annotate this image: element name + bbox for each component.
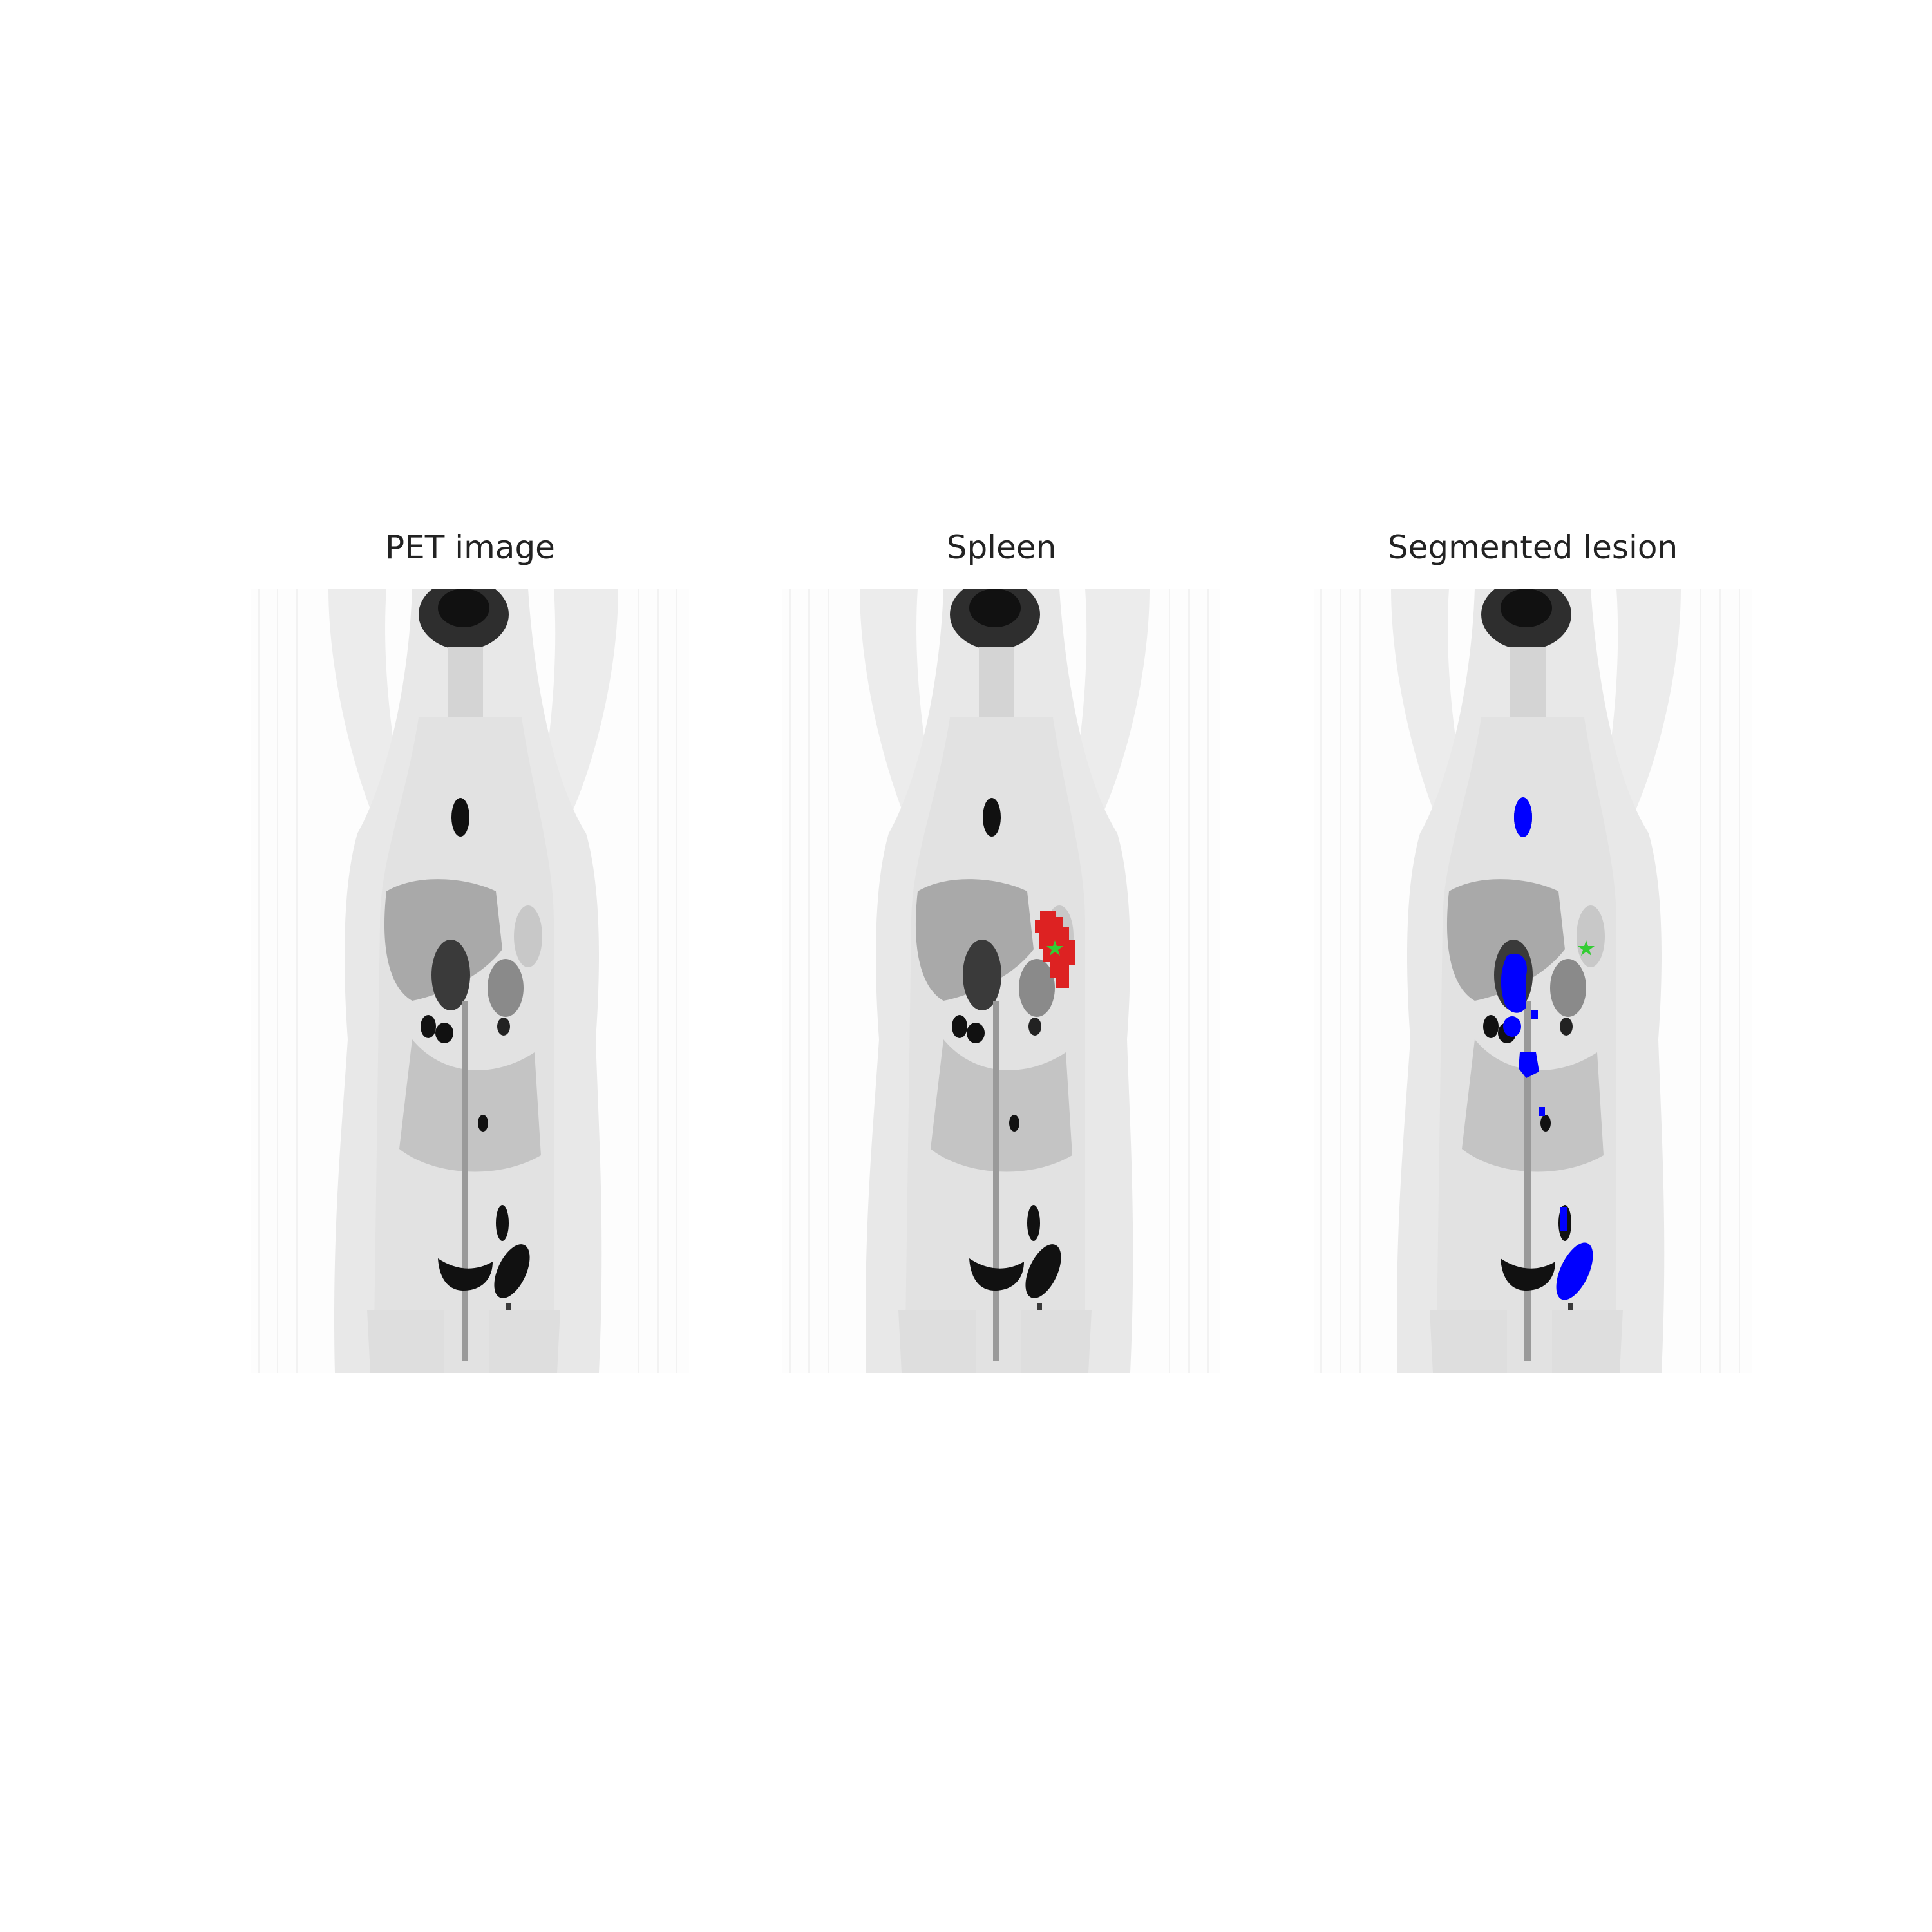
- panel-segmented-lesion: Segmented lesion: [1314, 528, 1752, 1378]
- pet-mip-image-lesion-overlay: [1314, 589, 1752, 1373]
- lesion-masks: [1501, 797, 1593, 1300]
- spleen-center-star: [1578, 940, 1595, 956]
- panel-title: PET image: [385, 529, 555, 566]
- pet-mip-image-spleen-overlay: [782, 589, 1220, 1373]
- panel-title: Segmented lesion: [1387, 529, 1678, 566]
- panel-title: Spleen: [946, 529, 1057, 566]
- spleen-center-star: [1046, 940, 1063, 956]
- panel-spleen: Spleen: [782, 528, 1220, 1378]
- panel-pet-image: PET image: [251, 528, 689, 1378]
- pet-mip-image: [251, 589, 689, 1373]
